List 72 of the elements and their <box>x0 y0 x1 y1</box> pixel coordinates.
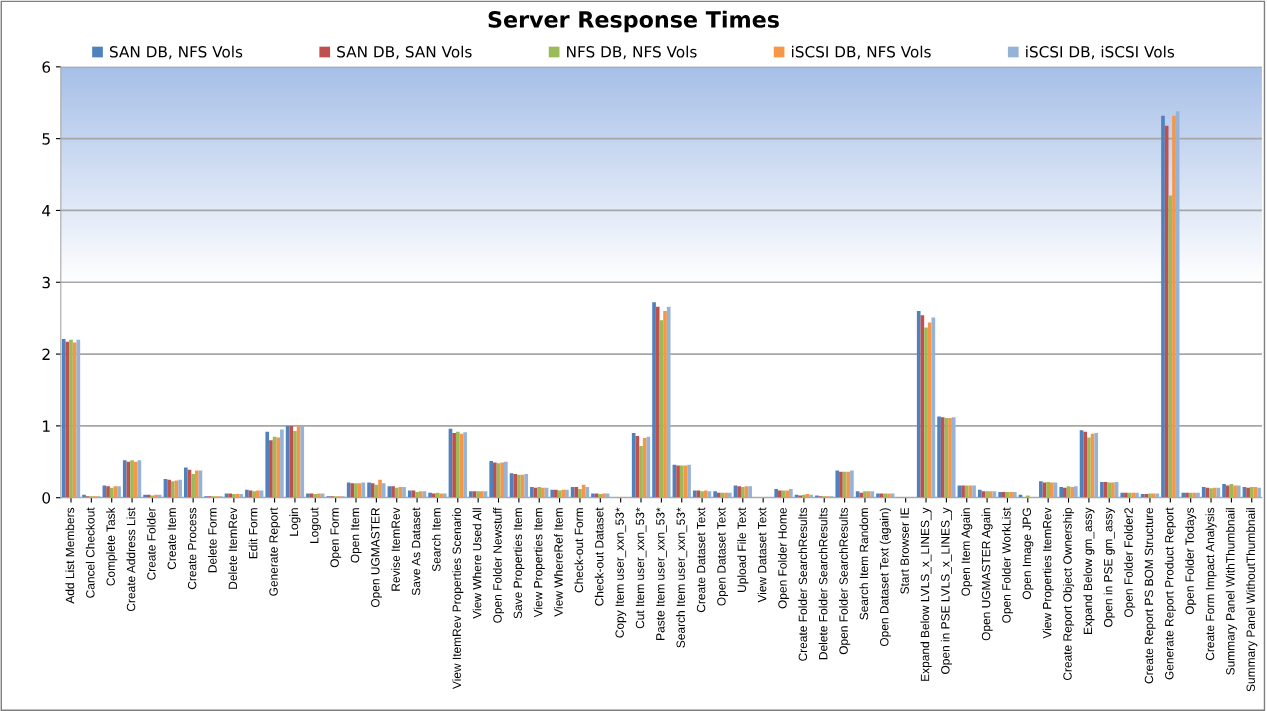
x-tick-label: Cut Item user_xxn_53* <box>635 507 647 629</box>
x-tick-label: View Where Used All <box>472 508 482 619</box>
x-tick-label: Search Item Random <box>859 508 869 620</box>
legend-label: iSCSI DB, NFS Vols <box>792 45 931 60</box>
x-tick-label: View WhereRef Item <box>554 508 563 617</box>
x-tick-label: Open UGMASTER Again <box>981 508 993 641</box>
chart-title: Server Response Times <box>488 10 779 33</box>
x-tick-label: Create Folder SearchResults <box>798 507 808 661</box>
x-tick-label: View Properties ItemRev <box>1042 507 1054 639</box>
x-tick-label: Complete Task <box>106 507 118 586</box>
x-tick-label: Start Browser IE <box>900 507 909 594</box>
x-tick-label: Create Report Object Ownership <box>1062 507 1075 681</box>
x-tick-label: Open in PSE gm_assy <box>1103 507 1115 628</box>
y-tick-label: 1 <box>43 420 50 432</box>
y-tick-label: 5 <box>42 133 50 145</box>
x-tick-label: Paste Item user_xxn_53* <box>656 507 667 640</box>
x-tick-label: Save Properties Item <box>513 508 525 619</box>
x-tick-label: Create Dataset Text <box>696 507 706 613</box>
legend-label: NFS DB, NFS Vols <box>567 45 697 60</box>
x-tick-label: Open UGMASTER <box>371 507 382 608</box>
y-tick-label: 3 <box>42 276 50 289</box>
x-tick-label: Delete ItemRev <box>228 507 238 589</box>
x-tick-label: Expand Below LVLS_x_LINES_y <box>920 507 932 681</box>
x-tick-label: Upload File Text <box>737 507 749 592</box>
x-tick-label: Open Item <box>350 508 362 563</box>
x-tick-label: Open in PSE LVLS_x_LINES_y <box>940 507 952 674</box>
x-tick-label: Open Dataset Text <box>717 507 729 606</box>
x-tick-label: Open Folder Newstuff <box>492 507 505 623</box>
x-tick-label: Open Folder Folder2 <box>1124 508 1136 618</box>
x-tick-label: Search Item user_xxn_53* <box>676 507 688 648</box>
x-tick-label: Open Form <box>330 508 342 568</box>
y-tick-label: 6 <box>42 61 51 73</box>
x-tick-label: Create Item <box>167 508 176 570</box>
x-tick-label: Open Folder WorkList <box>1001 507 1014 623</box>
legend-label: iSCSI DB, iSCSI Vols <box>1026 45 1175 60</box>
x-tick-label: Open Folder SearchResults <box>839 507 851 655</box>
x-tick-label: Create Form Impact Analysis <box>1205 507 1217 661</box>
x-tick-label: Summary Panel WithThumbnail <box>1225 508 1237 675</box>
x-tick-label: Login <box>289 508 301 536</box>
x-tick-label: Save As Dataset <box>411 507 421 596</box>
legend-label: SAN DB, SAN Vols <box>337 45 472 60</box>
x-tick-label: Open Dataset Text (again) <box>879 508 891 647</box>
x-tick-label: Copy Item user_xxn_53* <box>615 507 627 638</box>
x-tick-label: Delete Folder SearchResults <box>818 507 828 660</box>
x-tick-label: Edit Form <box>248 508 258 559</box>
x-tick-label: Revise ItemRev <box>391 507 400 591</box>
x-tick-label: View Properties Item <box>533 508 545 618</box>
x-tick-label: Generate Report Product Report <box>1164 507 1176 680</box>
x-tick-label: Logout <box>310 507 321 543</box>
x-tick-label: Cancel Checkout <box>85 507 95 598</box>
x-tick-label: Check-out Dataset <box>594 507 604 606</box>
x-tick-label: Generate Report <box>269 507 281 596</box>
x-tick-label: Create Report PS BOM Structure <box>1144 507 1156 684</box>
x-tick-label: Create Folder <box>146 507 156 580</box>
y-tick-label: 0 <box>42 492 51 504</box>
y-tick-label: 4 <box>42 205 51 217</box>
y-tick-label: 2 <box>42 348 50 360</box>
x-tick-label: Summary Panel WithoutThumbnail <box>1246 508 1258 692</box>
x-tick-label: Expand Below gm_assy <box>1083 507 1095 634</box>
x-tick-label: Open Image JPG <box>1022 508 1034 600</box>
x-tick-label: Create Address List <box>126 507 136 612</box>
x-tick-label: Open Folder Home <box>777 507 790 609</box>
x-tick-label: Add List Members <box>65 507 75 604</box>
x-tick-label: Open Folder Todays <box>1185 507 1197 615</box>
x-tick-label: Search Item <box>431 508 441 572</box>
x-tick-label: View ItemRev Properties Scenario <box>452 507 464 690</box>
x-tick-label: Check-out Form <box>574 508 584 593</box>
x-tick-label: Open Item Again <box>961 508 973 596</box>
x-tick-label: View Dataset Text <box>757 507 767 603</box>
legend-label: SAN DB, NFS Vols <box>109 45 243 60</box>
x-tick-label: Delete Form <box>207 508 217 573</box>
x-tick-label: Create Process <box>187 507 197 590</box>
